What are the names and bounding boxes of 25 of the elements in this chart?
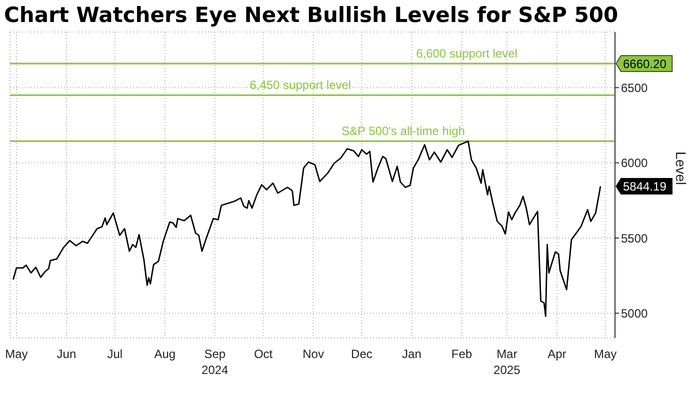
- x-tick-label: Feb: [451, 347, 472, 361]
- x-tick-label: Mar 2025: [494, 347, 521, 377]
- x-tick-label: Jan: [402, 347, 422, 361]
- ref-line-label: S&P 500's all-time high: [342, 124, 465, 138]
- x-tick-label: Dec: [351, 347, 372, 361]
- x-tick-label: Oct: [254, 347, 274, 361]
- x-tick-label: Apr: [548, 347, 566, 361]
- x-tick-label: Jun: [56, 347, 76, 361]
- y-tick-label: 6000: [621, 156, 648, 170]
- x-tick-label: May: [5, 347, 28, 361]
- annotation: 5844.19: [623, 180, 667, 194]
- y-tick-label: 5500: [621, 231, 648, 246]
- ref-line-label: 6,450 support level: [250, 78, 352, 92]
- chart-title: Chart Watchers Eye Next Bullish Levels for S&P 500: [3, 2, 620, 29]
- line-series: [12, 140, 602, 317]
- x-tick-label: Jul: [107, 347, 123, 361]
- y-tick-label: 5000: [621, 306, 648, 320]
- x-tick-label: Aug: [154, 347, 176, 361]
- y-tick-label: 6500: [621, 80, 648, 95]
- ref-line-label: 6,600 support level: [416, 46, 518, 61]
- x-tick-label: May: [594, 347, 617, 361]
- x-tick-label: Sep 2024: [202, 347, 229, 377]
- x-tick-label: Nov: [302, 347, 324, 361]
- y-axis-title: Level: [673, 152, 689, 185]
- annotation: 6660.20: [623, 57, 667, 72]
